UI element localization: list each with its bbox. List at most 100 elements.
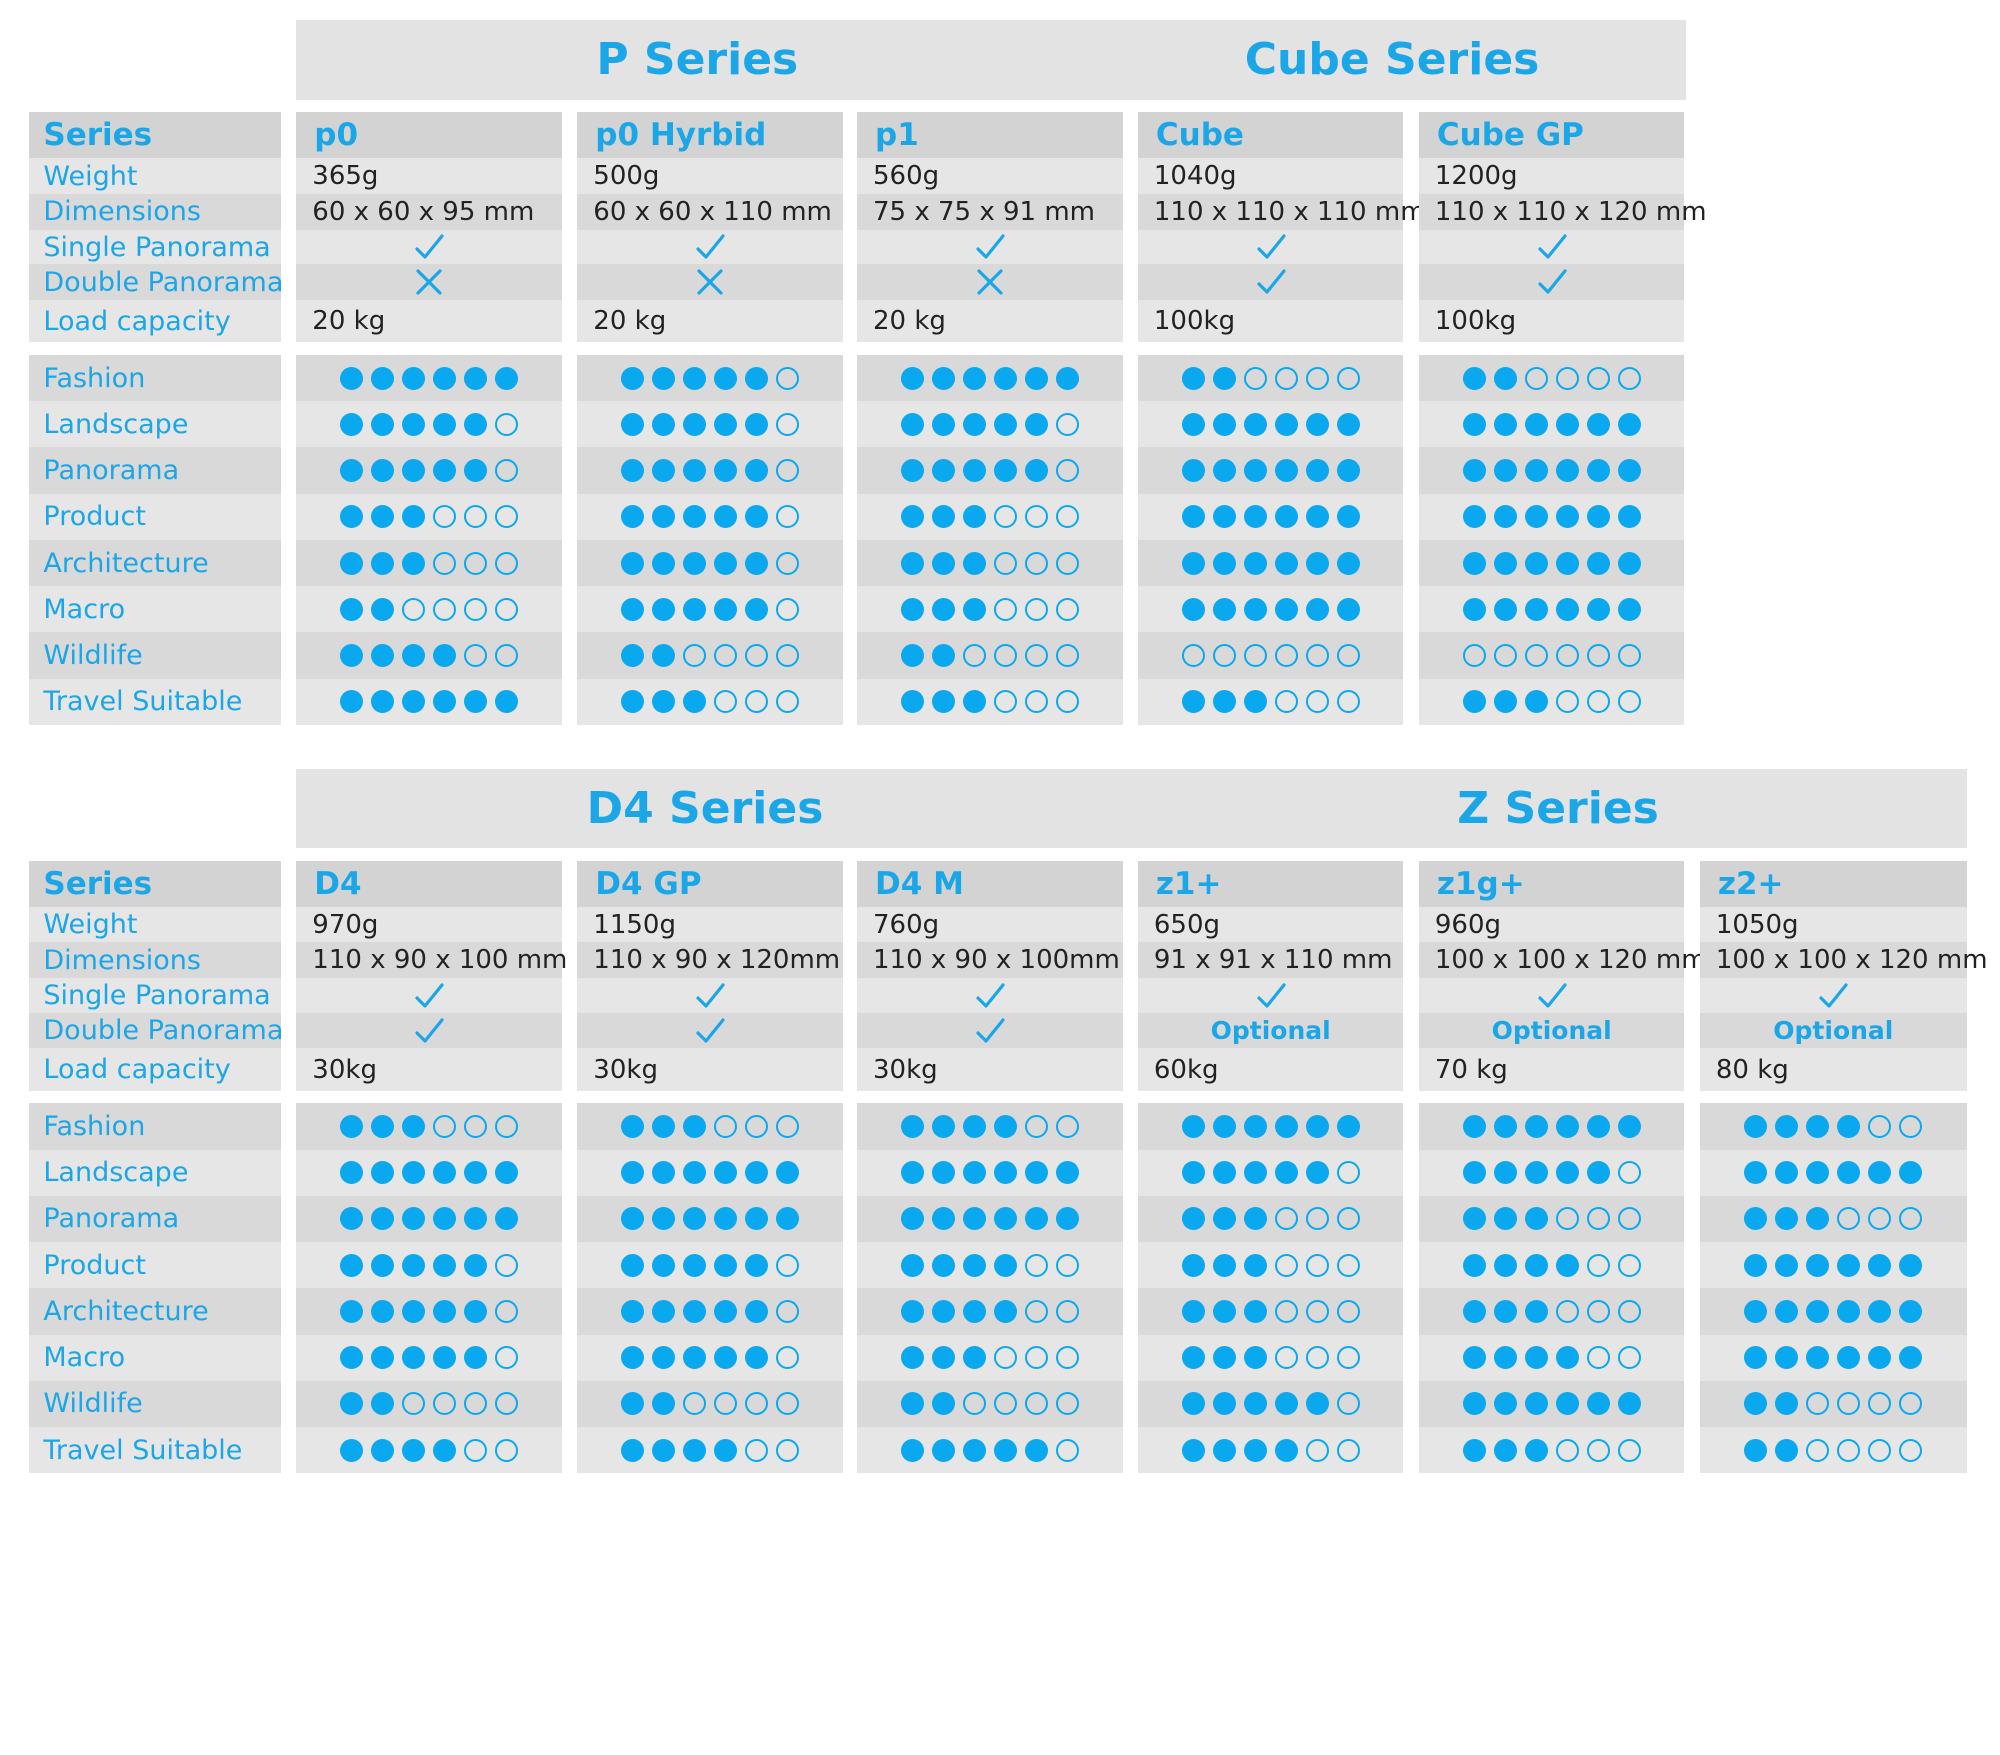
filled-dot	[1868, 1161, 1892, 1185]
spec-value-dimensions: 110 x 90 x 100mm	[873, 945, 1120, 976]
product-column: p1 560g 75 x 75 x 91 mm 20 kg	[857, 112, 1123, 1006]
product-column: D4 M 760g 110 x 90 x 100mm 30kg	[857, 860, 1123, 1755]
rating-cell	[1699, 1288, 1967, 1335]
filled-dot	[621, 1346, 645, 1370]
filled-dot	[1806, 1207, 1830, 1231]
use-label-cell: Product	[29, 1242, 281, 1289]
rating-cell	[296, 1380, 562, 1428]
spec-mark	[857, 978, 1123, 1013]
filled-dot	[371, 1161, 395, 1185]
rating-dots	[1419, 447, 1685, 493]
series-title: Z Series	[1457, 782, 1659, 834]
filled-dot	[1837, 1346, 1861, 1370]
filled-dot	[652, 551, 676, 575]
filled-dot	[1617, 597, 1641, 621]
spec-label-cell: Double Panorama	[29, 1012, 283, 1049]
spec-mark	[1138, 264, 1404, 300]
filled-dot	[1305, 597, 1329, 621]
spec-cell-single	[296, 229, 562, 265]
empty-dot	[1243, 366, 1267, 390]
empty-dot	[1024, 1299, 1048, 1323]
rating-dots	[296, 1196, 562, 1242]
empty-dot	[776, 690, 800, 714]
filled-dot	[1243, 597, 1267, 621]
filled-dot	[433, 690, 457, 714]
rating-cell	[857, 539, 1123, 587]
filled-dot	[1586, 1115, 1610, 1139]
rating-dots	[857, 1150, 1123, 1196]
rating-dots	[1700, 1335, 1967, 1381]
rating-cell	[1137, 1103, 1404, 1150]
filled-dot	[900, 1299, 924, 1323]
filled-dot	[962, 1161, 986, 1185]
filled-dot	[1212, 1346, 1236, 1370]
filled-dot	[340, 366, 364, 390]
spec-cell-weight: 500g	[577, 158, 843, 195]
spec-label: Single Panorama	[43, 980, 271, 1012]
filled-dot	[1775, 1161, 1799, 1185]
filled-dot	[962, 1438, 986, 1462]
rating-cell	[577, 632, 843, 679]
rating-cell	[1418, 447, 1685, 494]
filled-dot	[962, 690, 986, 714]
filled-dot	[1462, 1299, 1486, 1323]
spec-mark	[1138, 978, 1404, 1013]
product-column: p0 Hyrbid 500g 60 x 60 x 110 mm 20 kg	[577, 112, 843, 1006]
filled-dot	[1181, 551, 1205, 575]
empty-dot	[1274, 1346, 1298, 1370]
spec-cell-weight: 1050g	[1699, 906, 1967, 943]
spec-mark	[1700, 978, 1967, 1013]
empty-dot	[1024, 1346, 1048, 1370]
use-label: Landscape	[43, 1157, 189, 1189]
filled-dot	[1181, 412, 1205, 436]
filled-dot	[1462, 551, 1486, 575]
filled-dot	[1212, 366, 1236, 390]
rating-dots	[1419, 494, 1685, 540]
spec-mark	[296, 230, 562, 265]
rating-cell	[1137, 1334, 1404, 1381]
rating-cell	[1137, 1242, 1404, 1289]
filled-dot	[621, 459, 645, 483]
filled-dot	[402, 1299, 426, 1323]
rating-dots	[296, 1381, 562, 1427]
filled-dot	[1837, 1161, 1861, 1185]
rating-cell	[857, 586, 1123, 633]
spec-cell-dimensions: 60 x 60 x 110 mm	[577, 194, 843, 230]
rating-cell	[1699, 1242, 1967, 1289]
use-label-cell: Travel Suitable	[29, 678, 281, 725]
spec-label: Double Panorama	[43, 266, 284, 298]
empty-dot	[495, 597, 519, 621]
use-label: Landscape	[43, 408, 189, 440]
filled-dot	[621, 644, 645, 668]
filled-dot	[652, 505, 676, 529]
spec-value-load: 60kg	[1153, 1054, 1219, 1085]
filled-dot	[1305, 459, 1329, 483]
empty-dot	[1274, 1253, 1298, 1277]
empty-dot	[464, 1115, 488, 1139]
rating-dots	[1419, 355, 1685, 401]
filled-dot	[1868, 1346, 1892, 1370]
filled-dot	[1212, 551, 1236, 575]
filled-dot	[1806, 1346, 1830, 1370]
filled-dot	[652, 1299, 676, 1323]
filled-dot	[433, 1207, 457, 1231]
spec-value-dimensions: 60 x 60 x 95 mm	[312, 196, 535, 227]
empty-dot	[1274, 1299, 1298, 1323]
spec-mark	[577, 1013, 843, 1049]
empty-dot	[1024, 1115, 1048, 1139]
rating-dots	[1138, 540, 1404, 586]
rating-cell	[857, 632, 1123, 679]
filled-dot	[402, 644, 426, 668]
use-label-cell: Panorama	[29, 1195, 281, 1243]
product-name: Cube GP	[1436, 117, 1584, 154]
rating-dots	[1138, 401, 1404, 447]
filled-dot	[402, 1253, 426, 1277]
filled-dot	[1493, 1392, 1517, 1416]
filled-dot	[1586, 459, 1610, 483]
spec-cell-load: 20 kg	[577, 300, 843, 343]
rating-cell	[1137, 632, 1404, 679]
filled-dot	[1775, 1115, 1799, 1139]
filled-dot	[1586, 1392, 1610, 1416]
filled-dot	[1212, 505, 1236, 529]
empty-dot	[1336, 366, 1360, 390]
